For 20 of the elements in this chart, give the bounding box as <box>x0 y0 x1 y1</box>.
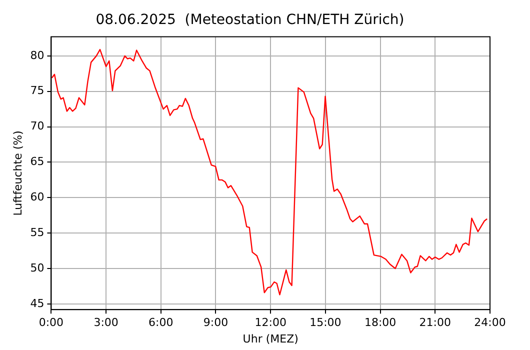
y-tick-label: 55 <box>30 226 44 239</box>
y-tick-label: 45 <box>30 296 44 310</box>
y-tick-label: 65 <box>30 155 44 168</box>
x-tick-label: 6:00 <box>148 316 174 330</box>
x-tick-label: 18:00 <box>364 316 396 330</box>
chart-title: 08.06.2025 (Meteostation CHN/ETH Zürich) <box>96 12 404 28</box>
x-tick-label: 12:00 <box>254 316 286 330</box>
y-axis-title: Luftfeuchte (%) <box>11 130 24 216</box>
x-tick-label: 24:00 <box>474 316 506 330</box>
x-tick-label: 21:00 <box>419 316 451 330</box>
x-tick-label: 3:00 <box>94 316 118 330</box>
y-tick-label: 75 <box>30 84 44 98</box>
y-tick-label: 80 <box>30 48 44 62</box>
x-tick-label: 9:00 <box>203 316 228 330</box>
x-axis-title: Uhr (MEZ) <box>242 332 298 346</box>
x-tick-label: 0:00 <box>38 316 64 330</box>
x-tick-label: 15:00 <box>310 316 342 330</box>
y-tick-label: 70 <box>30 120 44 133</box>
y-tick-label: 60 <box>30 190 44 204</box>
y-tick-label: 50 <box>30 261 44 274</box>
